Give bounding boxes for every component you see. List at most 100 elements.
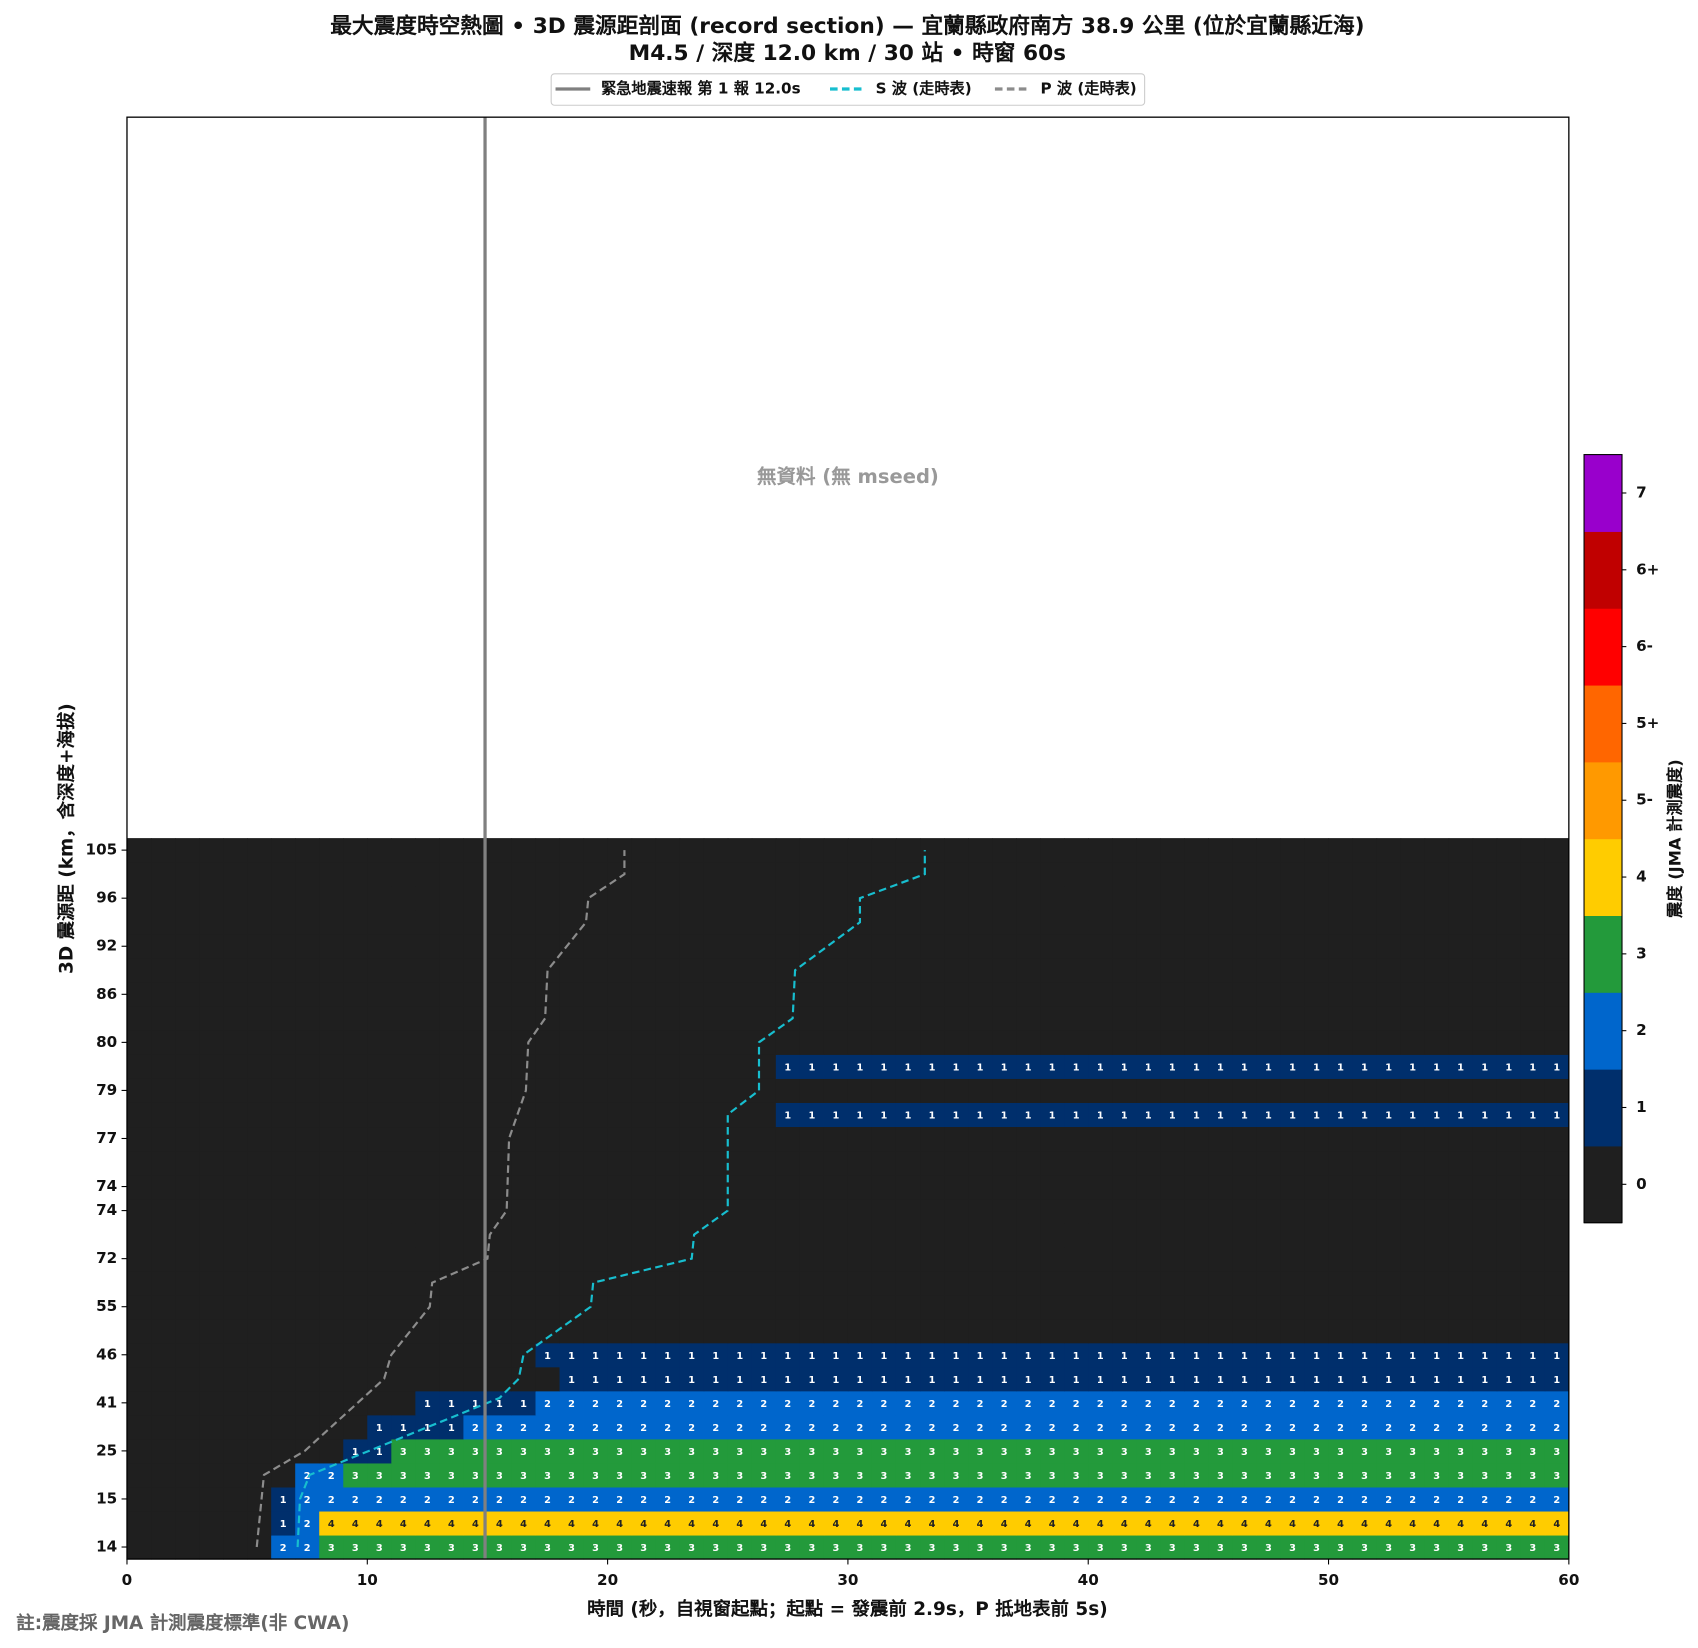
heat-cell [583, 1318, 609, 1344]
heat-cell [319, 1342, 344, 1368]
heat-cell [775, 1438, 801, 1464]
cell-label: 2 [1433, 1495, 1440, 1506]
heat-cell [511, 1222, 537, 1248]
cell-label: 2 [1241, 1399, 1248, 1410]
heat-cell [199, 1366, 224, 1392]
cell-label: 3 [1097, 1447, 1104, 1458]
heat-cell [151, 1294, 176, 1320]
heat-cell [1256, 934, 1282, 959]
cell-label: 2 [640, 1399, 647, 1410]
heat-cell [1160, 1366, 1185, 1392]
heat-cell [1304, 862, 1330, 887]
heat-cell [439, 1366, 464, 1392]
heat-cell [199, 1390, 224, 1416]
heat-cell [968, 1150, 993, 1176]
heat-cell [703, 958, 729, 983]
heat-cell [126, 1270, 152, 1296]
heat-cell [391, 1510, 416, 1536]
heat-cell [247, 1438, 272, 1464]
cell-label: 1 [760, 1375, 767, 1386]
cell-label: 1 [784, 1111, 791, 1122]
heat-cell [1112, 1294, 1137, 1320]
heat-cell [727, 1366, 753, 1392]
cell-label: 1 [977, 1375, 984, 1386]
heat-cell [655, 958, 681, 983]
cell-label: 1 [1433, 1375, 1440, 1386]
heat-cell [1496, 1462, 1522, 1488]
heat-cell [1016, 1222, 1041, 1248]
heat-cell [775, 1222, 801, 1248]
heat-cell [1448, 1342, 1474, 1368]
cell-label: 2 [760, 1399, 767, 1410]
heat-cell [1448, 862, 1474, 887]
heat-cell [631, 1078, 657, 1103]
heat-cell [199, 1198, 224, 1224]
heat-cell [631, 1438, 657, 1464]
heat-cell [175, 1006, 200, 1031]
heat-cell [511, 910, 537, 935]
cell-label: 3 [640, 1471, 647, 1482]
heat-cell [295, 862, 320, 887]
heat-cell [1232, 1318, 1257, 1344]
heat-cell [199, 1270, 224, 1296]
cell-label: 1 [808, 1351, 815, 1362]
heat-cell [1472, 1486, 1498, 1512]
heat-cell [1352, 934, 1378, 959]
cell-label: 3 [352, 1543, 359, 1554]
heat-cell [1136, 1198, 1161, 1224]
heat-cell [823, 910, 849, 935]
heat-cell [631, 1006, 657, 1031]
heat-cell [727, 982, 753, 1007]
cell-label: 3 [833, 1543, 840, 1554]
heat-cell [823, 1510, 849, 1536]
heat-cell [415, 1366, 440, 1392]
heat-cell [175, 934, 200, 959]
heat-cell [751, 838, 777, 863]
heat-cell [1064, 1078, 1089, 1103]
heat-cell [1280, 1342, 1306, 1368]
heat-cell [1496, 934, 1522, 959]
heat-cell [1232, 1294, 1257, 1320]
heat-cell [559, 958, 585, 983]
heat-cell [511, 1174, 537, 1200]
heat-cell [823, 1366, 849, 1392]
cell-label: 1 [808, 1111, 815, 1122]
heat-cell [1496, 838, 1522, 863]
heat-cell [655, 1030, 681, 1055]
heat-cell [271, 1150, 296, 1176]
cell-label: 3 [520, 1471, 527, 1482]
heat-cell [607, 1246, 633, 1272]
heat-cell [1304, 1198, 1330, 1224]
cell-label: 3 [1361, 1447, 1368, 1458]
cell-label: 2 [1529, 1423, 1536, 1434]
heat-cell [920, 958, 945, 983]
heat-cell [415, 862, 440, 887]
cell-label: 1 [1145, 1111, 1152, 1122]
cell-label: 2 [1313, 1423, 1320, 1434]
cell-label: 3 [1409, 1543, 1416, 1554]
heat-cell [1376, 1510, 1402, 1536]
heat-cell [415, 1462, 440, 1488]
cell-label: 4 [1505, 1519, 1512, 1530]
heat-cell [151, 1318, 176, 1344]
heat-cell [992, 1198, 1017, 1224]
heat-cell [1256, 1414, 1282, 1440]
cell-label: 1 [905, 1111, 912, 1122]
cell-label: 3 [1457, 1543, 1464, 1554]
heat-cell [343, 1462, 368, 1488]
heat-cell [1544, 1126, 1570, 1152]
heat-cell [1496, 1198, 1522, 1224]
heat-cell [367, 862, 392, 887]
cell-label: 3 [881, 1543, 888, 1554]
heat-cell [1112, 1366, 1137, 1392]
heat-cell [1472, 862, 1498, 887]
heat-cell [175, 1150, 200, 1176]
heat-cell [1280, 886, 1306, 911]
heat-cell [511, 838, 537, 863]
cell-label: 1 [1121, 1375, 1128, 1386]
heat-cell [679, 910, 705, 935]
heat-cell [968, 1126, 993, 1152]
heat-cell [1184, 1030, 1209, 1055]
heat-cell [1016, 1030, 1041, 1055]
heat-cell [847, 1198, 873, 1224]
